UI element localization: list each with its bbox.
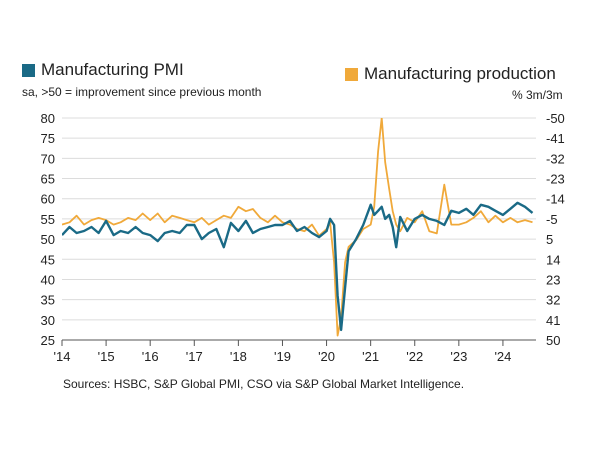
series-line-manufacturing-production bbox=[62, 118, 533, 337]
x-tick-label: '23 bbox=[450, 349, 467, 364]
x-tick-label: '20 bbox=[318, 349, 335, 364]
x-tick-label: '16 bbox=[142, 349, 159, 364]
y-left-tick-label: 30 bbox=[41, 313, 55, 328]
legend-right-label: Manufacturing production bbox=[364, 64, 556, 83]
y-right-tick-label: -5 bbox=[546, 212, 558, 227]
legend-left-label: Manufacturing PMI bbox=[41, 60, 184, 79]
legend-right-swatch bbox=[345, 67, 358, 81]
series-line-manufacturing-pmi bbox=[62, 201, 534, 332]
y-left-tick-label: 60 bbox=[41, 192, 55, 207]
x-tick-label: '21 bbox=[362, 349, 379, 364]
legend-right: Manufacturing production bbox=[345, 64, 556, 84]
y-left-tick-label: 45 bbox=[41, 252, 55, 267]
legend-left: Manufacturing PMI bbox=[22, 60, 184, 80]
x-tick-label: '22 bbox=[406, 349, 423, 364]
y-left-tick-label: 65 bbox=[41, 172, 55, 187]
sources-note: Sources: HSBC, S&P Global PMI, CSO via S… bbox=[63, 377, 465, 391]
y-right-tick-label: 50 bbox=[546, 333, 560, 348]
y-left-tick-label: 80 bbox=[41, 111, 55, 126]
y-right-tick-label: 5 bbox=[546, 232, 553, 247]
legend-left-swatch bbox=[22, 63, 35, 77]
legend-right-subtitle: % 3m/3m bbox=[512, 88, 563, 102]
y-left-tick-label: 75 bbox=[41, 131, 55, 146]
y-right-tick-label: -50 bbox=[546, 111, 565, 126]
y-right-tick-label: 41 bbox=[546, 313, 560, 328]
y-left-tick-label: 55 bbox=[41, 212, 55, 227]
x-tick-label: '17 bbox=[186, 349, 203, 364]
y-left-tick-label: 35 bbox=[41, 293, 55, 308]
y-right-tick-label: 14 bbox=[546, 252, 560, 267]
x-tick-label: '15 bbox=[98, 349, 115, 364]
y-right-tick-label: -41 bbox=[546, 131, 565, 146]
y-right-tick-label: -14 bbox=[546, 192, 565, 207]
y-left-tick-label: 25 bbox=[41, 333, 55, 348]
y-right-tick-label: -23 bbox=[546, 172, 565, 187]
x-tick-label: '19 bbox=[274, 349, 291, 364]
y-right-tick-label: 23 bbox=[546, 272, 560, 287]
y-left-tick-label: 70 bbox=[41, 151, 55, 166]
y-left-tick-label: 40 bbox=[41, 272, 55, 287]
legend-left-subtitle: sa, >50 = improvement since previous mon… bbox=[22, 85, 262, 99]
x-tick-label: '24 bbox=[494, 349, 511, 364]
x-tick-label: '14 bbox=[54, 349, 71, 364]
y-left-tick-label: 50 bbox=[41, 232, 55, 247]
y-right-tick-label: -32 bbox=[546, 151, 565, 166]
x-tick-label: '18 bbox=[230, 349, 247, 364]
y-right-tick-label: 32 bbox=[546, 293, 560, 308]
